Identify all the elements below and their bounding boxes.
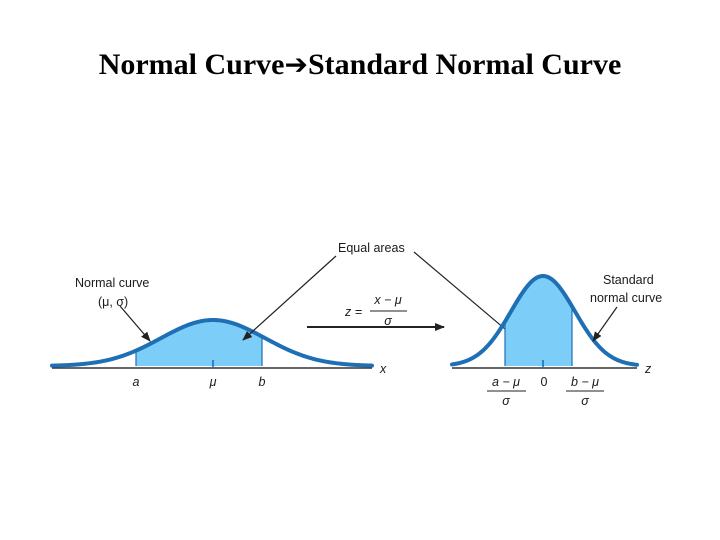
tick-label-right-sigma: σ	[581, 394, 589, 408]
formula-numerator: x − μ	[373, 293, 401, 307]
tick-label-zero: 0	[541, 375, 548, 389]
normal-curve-line	[50, 317, 374, 368]
tick-label-mu: μ	[209, 375, 217, 389]
right-shaded-area	[505, 276, 572, 366]
tick-label-a-minus-mu: a − μ	[492, 375, 520, 389]
normal-curve-params: (μ, σ)	[98, 295, 128, 309]
title-standard-normal-curve: Standard Normal Curve	[307, 48, 622, 81]
normal-curve-panel: x a μ b Normal curve (μ, σ)	[50, 276, 387, 389]
tick-label-b-minus-mu: b − μ	[571, 375, 599, 389]
z-transform: z = x − μ σ	[307, 293, 445, 331]
standard-curve-label: Standard	[603, 273, 654, 287]
tick-label-left-sigma: σ	[502, 394, 510, 408]
title-normal-curve: Normal Curve	[98, 48, 285, 81]
x-axis-variable: x	[379, 362, 387, 376]
normal-curve-pointer-arrow	[119, 305, 151, 342]
standard-curve-pointer-arrow	[592, 306, 618, 342]
standard-normal-curve-line	[450, 273, 639, 367]
left-shaded-area	[136, 320, 262, 366]
formula-denominator: σ	[384, 314, 392, 328]
standard-curve-label-line2: normal curve	[590, 291, 662, 305]
normal-curve-label: Normal curve	[75, 276, 149, 290]
standard-normal-panel: z 0 a − μ σ b − μ σ Standard normal curv…	[450, 273, 662, 408]
formula-lhs: z =	[344, 305, 362, 319]
tick-label-a: a	[133, 375, 140, 389]
right-arrow-icon: ➔	[284, 48, 308, 81]
slide-title: Normal Curve➔Standard Normal Curve	[0, 48, 720, 82]
equal-areas-arrow-left	[242, 255, 337, 341]
equal-areas-callout: Equal areas	[242, 241, 519, 341]
tick-label-b: b	[259, 375, 266, 389]
equal-areas-label: Equal areas	[338, 241, 405, 255]
z-axis-variable: z	[644, 362, 652, 376]
